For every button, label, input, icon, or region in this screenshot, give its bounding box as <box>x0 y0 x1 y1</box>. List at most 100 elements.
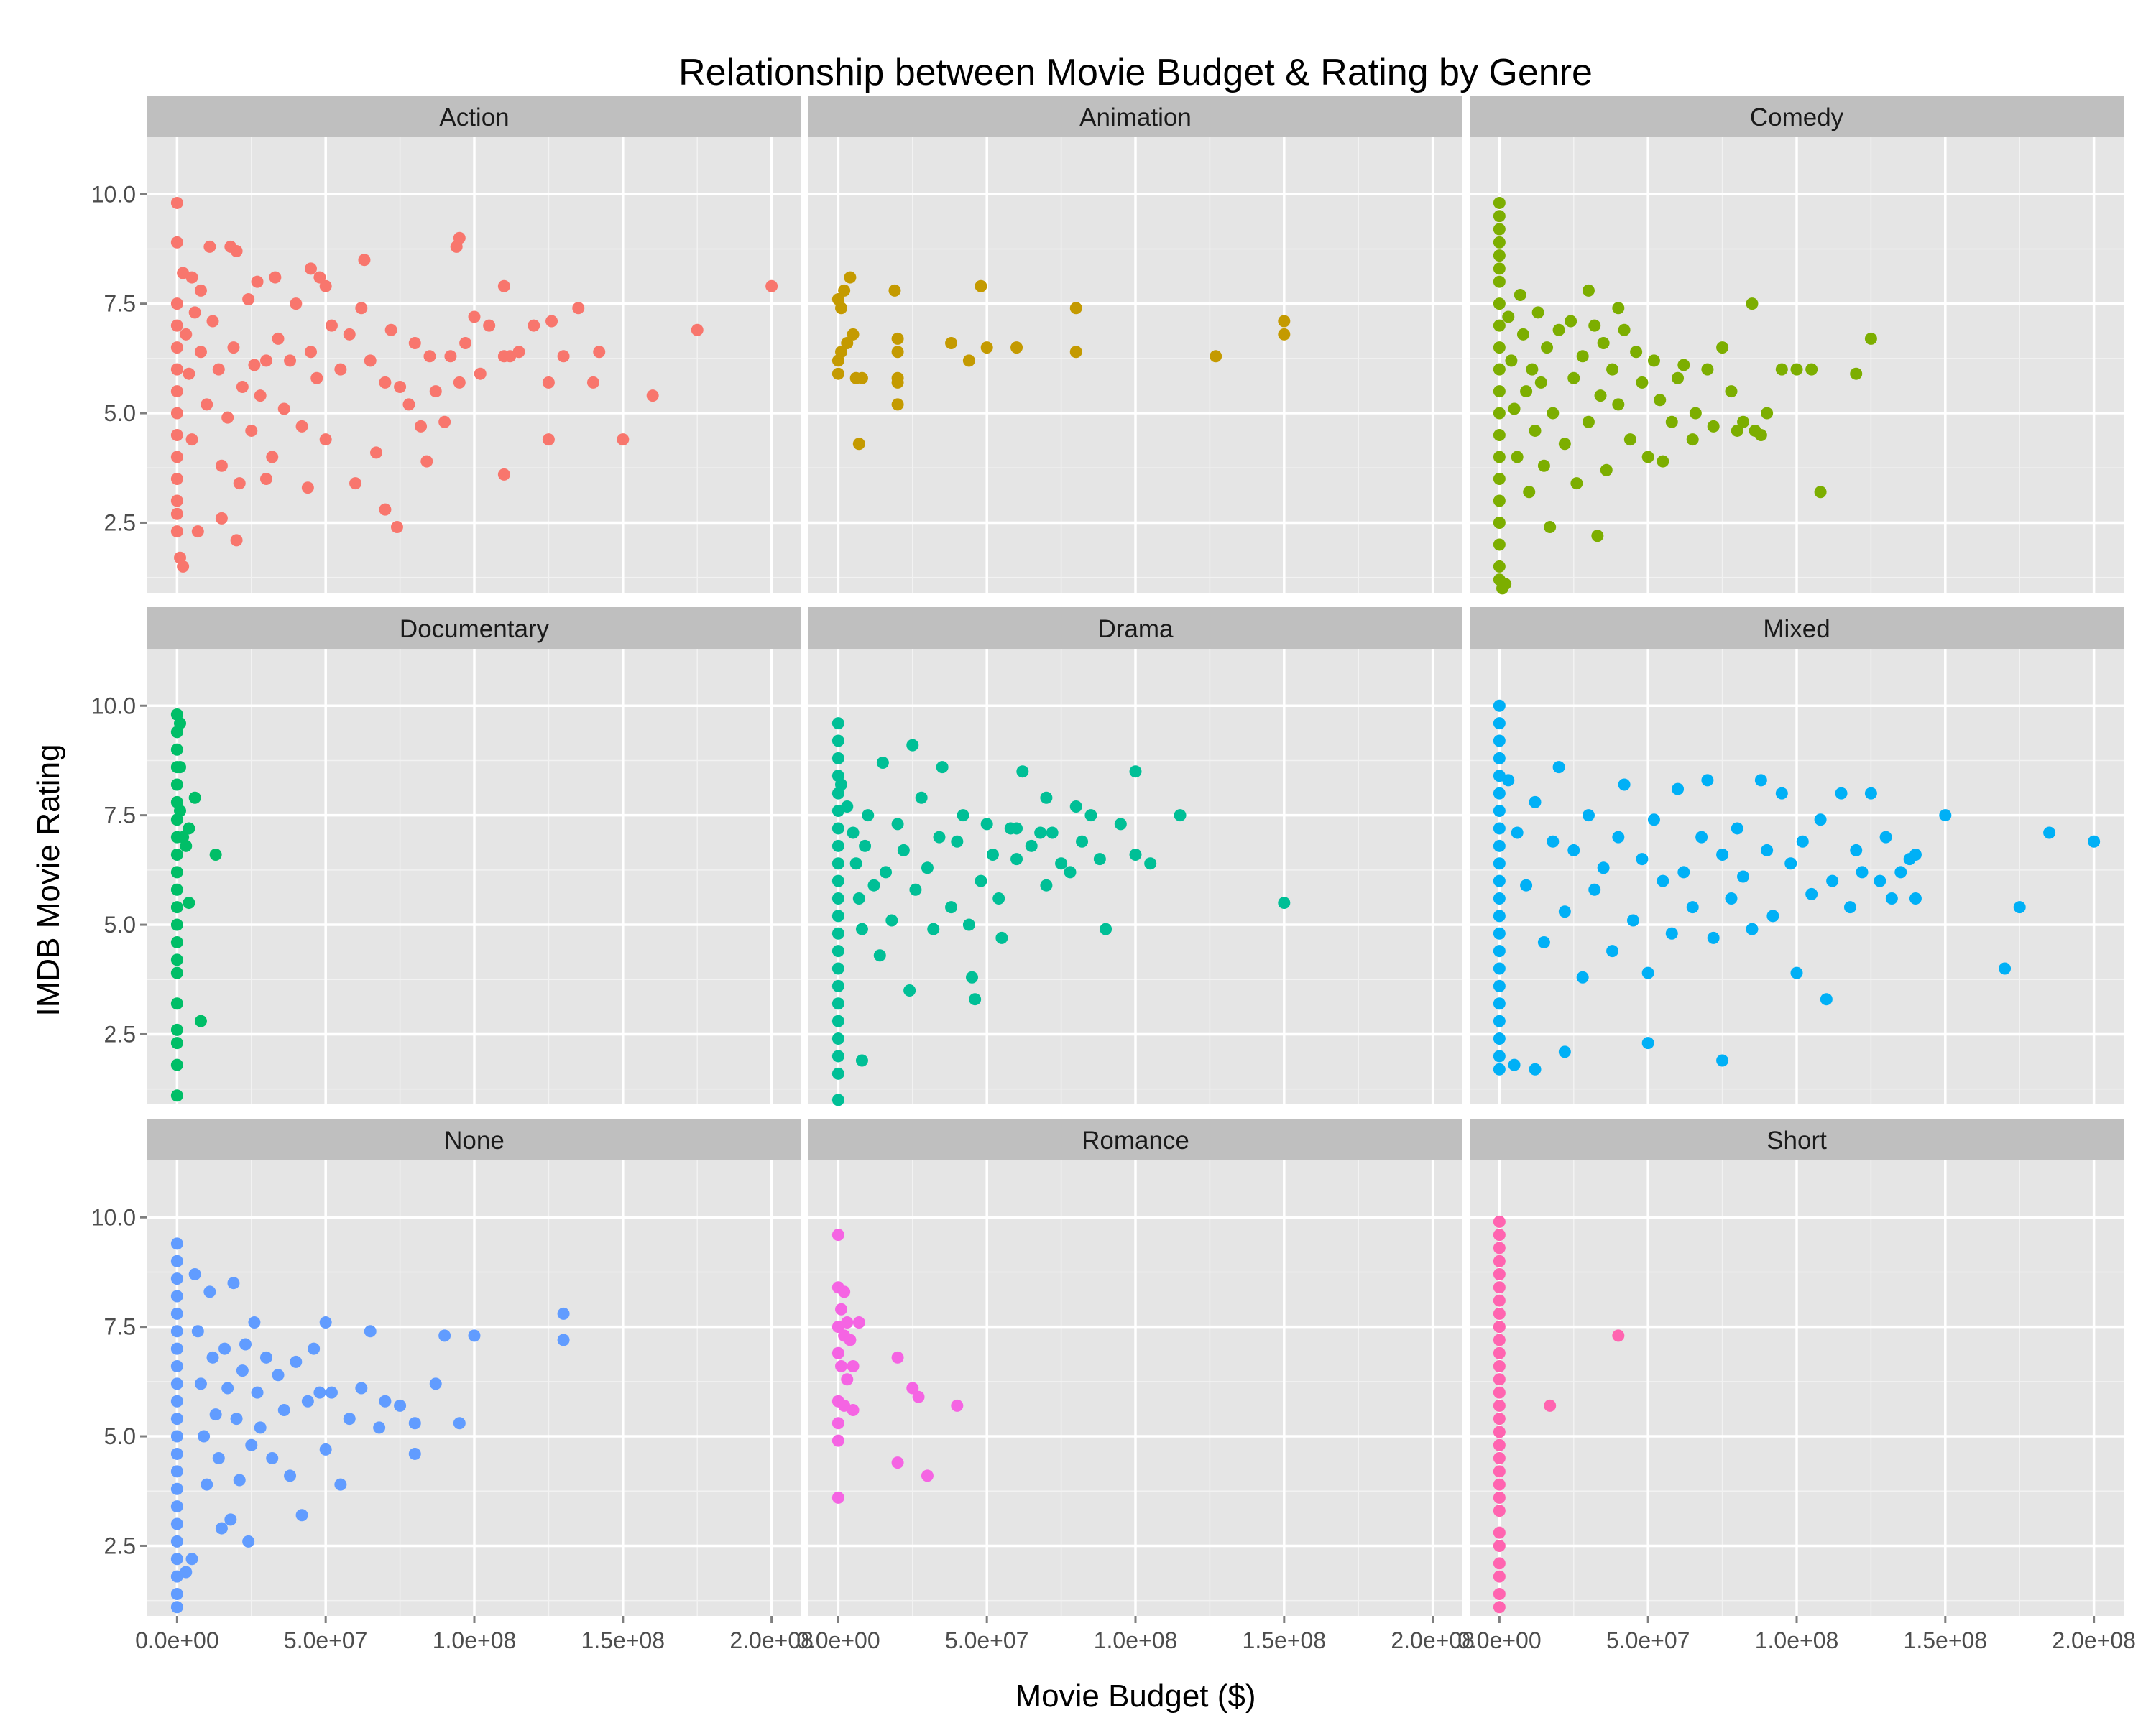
data-point-comedy <box>1582 415 1595 428</box>
data-point-action <box>295 420 308 433</box>
data-point-animation <box>888 284 901 297</box>
data-point-action <box>233 477 246 490</box>
data-point-comedy <box>1493 210 1506 223</box>
data-point-mixed <box>2013 901 2026 914</box>
data-point-short <box>1493 1526 1506 1539</box>
data-point-none <box>215 1522 228 1535</box>
x-tick-label: 2.0e+08 <box>1391 1627 1475 1653</box>
facet-label-documentary: Documentary <box>400 615 550 643</box>
data-point-comedy <box>1529 424 1542 437</box>
data-point-action <box>483 319 496 332</box>
data-point-animation <box>891 376 904 389</box>
data-point-comedy <box>1623 433 1636 446</box>
data-point-short <box>1493 1465 1506 1478</box>
data-point-drama <box>1040 879 1053 892</box>
data-point-action <box>358 254 371 267</box>
data-point-drama <box>862 809 875 822</box>
data-point-short <box>1493 1539 1506 1552</box>
data-point-drama <box>1046 826 1059 839</box>
data-point-none <box>364 1325 377 1338</box>
data-point-documentary <box>180 839 193 852</box>
data-point-comedy <box>1761 407 1774 420</box>
data-point-none <box>259 1351 272 1364</box>
facet-panel-mixed: Mixed <box>1470 607 2124 1104</box>
data-point-drama <box>980 818 993 831</box>
data-point-comedy <box>1850 367 1863 380</box>
data-point-action <box>497 279 510 292</box>
data-point-mixed <box>1493 822 1506 835</box>
data-point-comedy <box>1514 288 1526 301</box>
data-point-comedy <box>1534 376 1547 389</box>
data-point-action <box>325 319 338 332</box>
y-tick-label: 2.5 <box>104 509 136 535</box>
data-point-action <box>251 275 264 288</box>
data-point-comedy <box>1567 371 1580 384</box>
data-point-none <box>373 1421 386 1434</box>
facet-panel-comedy: Comedy <box>1470 96 2124 595</box>
data-point-drama <box>880 866 893 879</box>
data-point-none <box>319 1443 332 1456</box>
data-point-romance <box>831 1229 844 1242</box>
data-point-drama <box>831 997 844 1010</box>
data-point-animation <box>975 279 987 292</box>
data-point-documentary <box>170 849 183 861</box>
data-point-comedy <box>1612 398 1625 411</box>
data-point-none <box>429 1377 442 1390</box>
data-point-romance <box>891 1351 904 1364</box>
facet-panel-none: None 2.5 5.0 7.5 10.0 0.0e+00 5.0e+07 1.0e+08 1.… <box>91 1119 814 1653</box>
data-point-mixed <box>1761 844 1774 856</box>
x-tick-label: 5.0e+07 <box>284 1627 368 1653</box>
data-point-mixed <box>1701 774 1714 787</box>
data-point-mixed <box>1552 761 1565 774</box>
data-point-action <box>438 415 451 428</box>
data-point-drama <box>831 927 844 940</box>
data-point-action <box>290 297 303 310</box>
data-point-comedy <box>1665 415 1678 428</box>
data-point-none <box>355 1382 368 1395</box>
data-point-none <box>295 1509 308 1522</box>
data-point-drama <box>1055 857 1068 870</box>
data-point-comedy <box>1594 389 1607 402</box>
data-point-mixed <box>1790 966 1803 979</box>
data-point-comedy <box>1725 385 1738 398</box>
data-point-comedy <box>1516 328 1529 341</box>
data-point-comedy <box>1618 323 1631 336</box>
data-point-comedy <box>1570 477 1583 490</box>
data-point-comedy <box>1582 284 1595 297</box>
data-point-none <box>185 1553 198 1566</box>
data-point-mixed <box>1999 962 2012 975</box>
data-point-comedy <box>1689 407 1702 420</box>
data-point-mixed <box>1716 1054 1729 1067</box>
data-point-documentary <box>188 791 201 804</box>
data-point-comedy <box>1511 451 1524 463</box>
data-point-short <box>1612 1329 1625 1342</box>
data-point-mixed <box>1856 866 1869 879</box>
data-point-action <box>429 385 442 398</box>
data-point-action <box>215 459 228 472</box>
data-point-drama <box>855 923 868 935</box>
data-point-comedy <box>1701 363 1714 376</box>
data-point-mixed <box>1647 813 1660 826</box>
facet-label-short: Short <box>1766 1127 1827 1155</box>
data-point-animation <box>855 371 868 384</box>
data-point-comedy <box>1493 385 1506 398</box>
data-point-none <box>277 1403 290 1416</box>
data-point-mixed <box>1502 774 1515 787</box>
facet-strip-animation <box>808 96 1462 137</box>
data-point-drama <box>867 879 880 892</box>
data-point-romance <box>831 1434 844 1447</box>
data-point-comedy <box>1493 451 1506 463</box>
data-point-action <box>593 346 606 359</box>
data-point-drama <box>831 962 844 975</box>
data-point-none <box>242 1535 255 1548</box>
data-point-mixed <box>1754 774 1767 787</box>
data-point-action <box>203 240 216 253</box>
data-point-action <box>364 354 377 367</box>
data-point-short <box>1493 1570 1506 1583</box>
data-point-mixed <box>1493 927 1506 940</box>
data-point-mixed <box>1493 717 1506 730</box>
data-point-drama <box>831 892 844 905</box>
data-point-action <box>230 534 243 547</box>
data-point-romance <box>841 1373 854 1386</box>
data-point-mixed <box>1508 1058 1521 1071</box>
